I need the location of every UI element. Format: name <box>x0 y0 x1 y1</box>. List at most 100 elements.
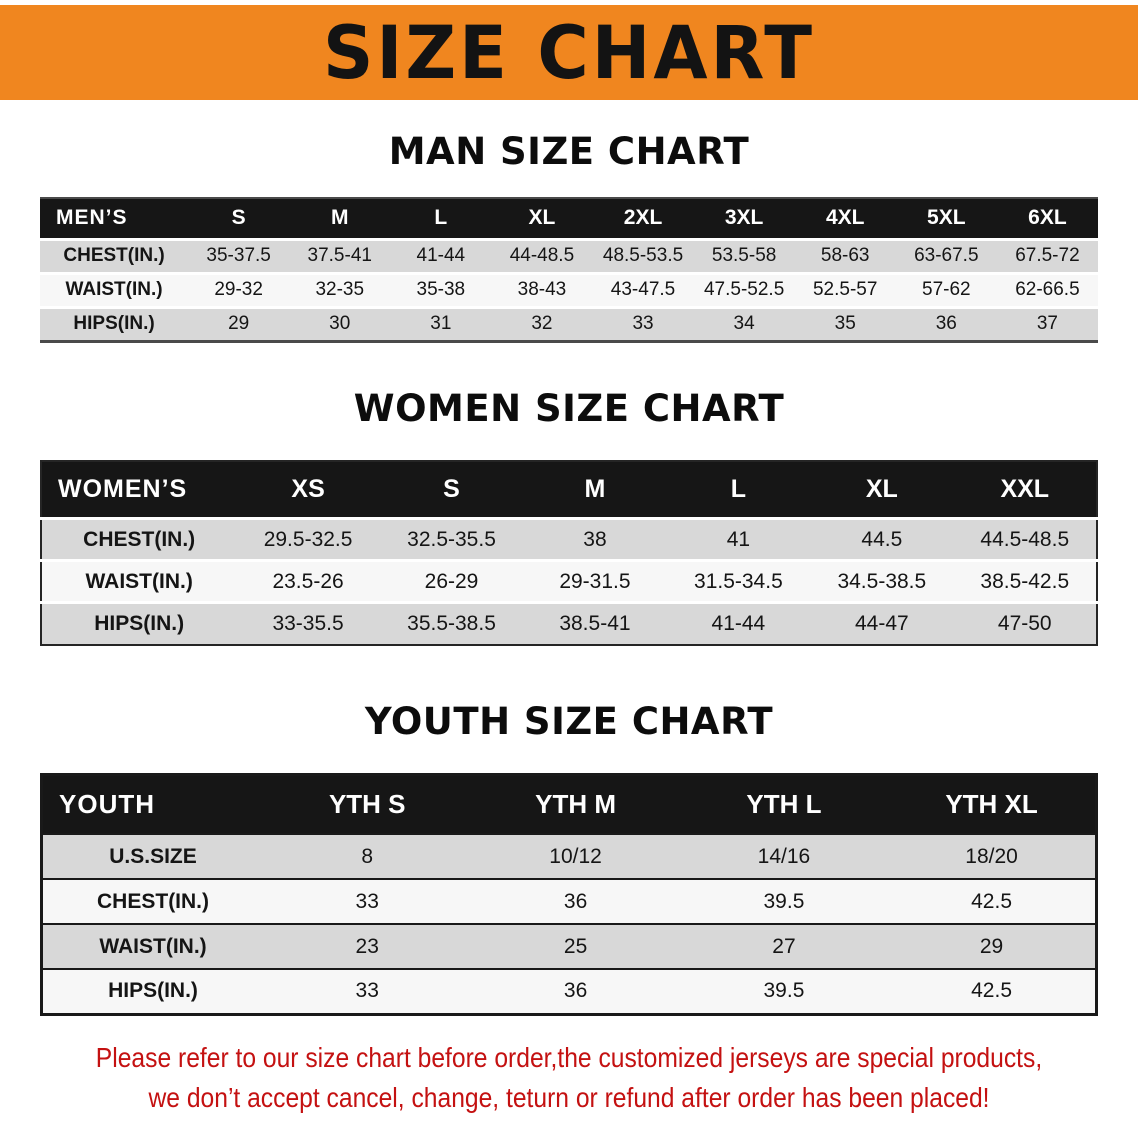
measurement-label: WAIST(IN.) <box>41 923 264 969</box>
measurement-label: HIPS(IN.) <box>41 601 237 645</box>
measurement-row: CHEST(IN.) 29.5-32.5 32.5-35.5 38 41 44.5 44.5… <box>41 517 1097 561</box>
size-column-header: L <box>390 198 492 239</box>
measurement-value: 62-66.5 <box>996 271 1098 307</box>
measurement-value: 32-35 <box>289 271 391 307</box>
measurement-value: 27 <box>679 923 889 969</box>
youth-size-section: YOUTH SIZE CHART YOUTH YTH S YTH M YTH L YTH… <box>0 700 1138 1016</box>
measurement-value: 29 <box>188 305 290 341</box>
measurement-value: 29 <box>888 923 1097 969</box>
measurement-label: WAIST(IN.) <box>40 271 189 307</box>
measurement-value: 31.5-34.5 <box>666 559 811 603</box>
size-column-header: M <box>523 460 667 519</box>
notice-line-2: we don’t accept cancel, change, teturn o… <box>148 1081 990 1113</box>
measurement-value: 10/12 <box>471 833 680 879</box>
measurement-value: 23.5-26 <box>236 559 380 603</box>
measurement-value: 47.5-52.5 <box>693 271 795 307</box>
measurement-value: 25 <box>471 923 680 969</box>
measurement-value: 33-35.5 <box>236 601 380 645</box>
measurement-value: 30 <box>289 305 391 341</box>
measurement-value: 38 <box>523 517 667 561</box>
measurement-value: 37.5-41 <box>289 237 391 273</box>
measurement-row: CHEST(IN.) 35-37.5 37.5-41 41-44 44-48.5 48.5… <box>40 237 1098 273</box>
title-banner: SIZE CHART <box>0 5 1138 100</box>
table-title-cell: WOMEN’S <box>41 460 237 519</box>
measurement-value: 41-44 <box>666 601 811 645</box>
men-size-table: MEN’S S M L XL 2XL 3XL 4XL 5XL 6XL CHEST(IN.) 35-37… <box>40 197 1098 343</box>
measurement-value: 44.5-48.5 <box>953 517 1097 561</box>
measurement-value: 33 <box>263 968 472 1014</box>
measurement-label: CHEST(IN.) <box>40 237 189 273</box>
men-section-heading: MAN SIZE CHART <box>388 130 750 173</box>
measurement-value: 35.5-38.5 <box>379 601 524 645</box>
measurement-value: 29-32 <box>188 271 290 307</box>
page-title: SIZE CHART <box>322 9 816 96</box>
men-table-wrap: MEN’S S M L XL 2XL 3XL 4XL 5XL 6XL CHEST(IN.) 35-37… <box>0 197 1138 343</box>
size-column-header: 3XL <box>693 198 795 239</box>
measurement-label: CHEST(IN.) <box>41 878 264 924</box>
measurement-value: 34 <box>693 305 795 341</box>
measurement-row: U.S.SIZE 8 10/12 14/16 18/20 <box>41 833 1097 879</box>
table-header-row: WOMEN’S XS S M L XL XXL <box>41 460 1097 519</box>
size-column-header: 6XL <box>996 198 1098 239</box>
measurement-value: 43-47.5 <box>592 271 694 307</box>
size-column-header: YTH M <box>471 774 680 834</box>
women-size-section: WOMEN SIZE CHART WOMEN’S XS S M L XL XXL CHEST(… <box>0 387 1138 646</box>
measurement-value: 47-50 <box>953 601 1097 645</box>
measurement-value: 23 <box>263 923 472 969</box>
measurement-label: HIPS(IN.) <box>41 968 264 1014</box>
measurement-value: 8 <box>263 833 472 879</box>
women-size-table: WOMEN’S XS S M L XL XXL CHEST(IN.) 29.5-32.5 32.5… <box>40 459 1098 646</box>
measurement-value: 44-47 <box>810 601 954 645</box>
size-column-header: XS <box>236 460 380 519</box>
size-column-header: S <box>379 460 524 519</box>
measurement-row: WAIST(IN.) 29-32 32-35 35-38 38-43 43-47.5 47.… <box>40 271 1098 307</box>
size-column-header: XL <box>810 460 954 519</box>
measurement-value: 42.5 <box>888 968 1097 1014</box>
measurement-value: 36 <box>895 305 997 341</box>
table-header-row: MEN’S S M L XL 2XL 3XL 4XL 5XL 6XL <box>40 198 1098 239</box>
footer-notice: Please refer to our size chart before or… <box>0 1042 1138 1114</box>
measurement-value: 32.5-35.5 <box>379 517 524 561</box>
measurement-label: HIPS(IN.) <box>40 305 189 341</box>
measurement-value: 42.5 <box>888 878 1097 924</box>
measurement-value: 39.5 <box>679 968 889 1014</box>
measurement-value: 14/16 <box>679 833 889 879</box>
measurement-value: 38-43 <box>491 271 593 307</box>
measurement-value: 34.5-38.5 <box>810 559 954 603</box>
measurement-value: 29.5-32.5 <box>236 517 380 561</box>
measurement-value: 26-29 <box>379 559 524 603</box>
measurement-value: 36 <box>471 968 680 1014</box>
measurement-value: 33 <box>592 305 694 341</box>
measurement-value: 37 <box>996 305 1098 341</box>
table-header-row: YOUTH YTH S YTH M YTH L YTH XL <box>41 774 1097 834</box>
size-column-header: 4XL <box>794 198 896 239</box>
measurement-value: 41-44 <box>390 237 492 273</box>
measurement-value: 67.5-72 <box>996 237 1098 273</box>
measurement-row: HIPS(IN.) 33 36 39.5 42.5 <box>41 968 1097 1014</box>
measurement-value: 39.5 <box>679 878 889 924</box>
size-column-header: YTH S <box>263 774 472 834</box>
measurement-row: HIPS(IN.) 29 30 31 32 33 34 35 36 37 <box>40 305 1098 341</box>
youth-size-table: YOUTH YTH S YTH M YTH L YTH XL U.S.SIZE 8 10/12… <box>40 772 1098 1016</box>
measurement-value: 58-63 <box>794 237 896 273</box>
measurement-value: 35-37.5 <box>188 237 290 273</box>
measurement-value: 35-38 <box>390 271 492 307</box>
size-chart-page: SIZE CHART MAN SIZE CHART MEN’S S M L XL 2XL 3… <box>0 5 1138 1114</box>
size-column-header: YTH L <box>679 774 889 834</box>
size-column-header: XXL <box>953 460 1097 519</box>
measurement-value: 33 <box>263 878 472 924</box>
measurement-value: 48.5-53.5 <box>592 237 694 273</box>
measurement-value: 57-62 <box>895 271 997 307</box>
women-table-wrap: WOMEN’S XS S M L XL XXL CHEST(IN.) 29.5-32.5 32.5… <box>0 459 1138 646</box>
size-column-header: S <box>188 198 290 239</box>
men-size-section: MAN SIZE CHART MEN’S S M L XL 2XL 3XL 4XL 5XL 6XL… <box>0 130 1138 343</box>
size-column-header: M <box>289 198 391 239</box>
size-column-header: L <box>666 460 811 519</box>
measurement-value: 38.5-41 <box>523 601 667 645</box>
measurement-value: 31 <box>390 305 492 341</box>
measurement-value: 32 <box>491 305 593 341</box>
women-section-heading: WOMEN SIZE CHART <box>353 386 785 430</box>
measurement-row: CHEST(IN.) 33 36 39.5 42.5 <box>41 878 1097 924</box>
measurement-value: 53.5-58 <box>693 237 795 273</box>
table-title-cell: YOUTH <box>41 774 264 834</box>
